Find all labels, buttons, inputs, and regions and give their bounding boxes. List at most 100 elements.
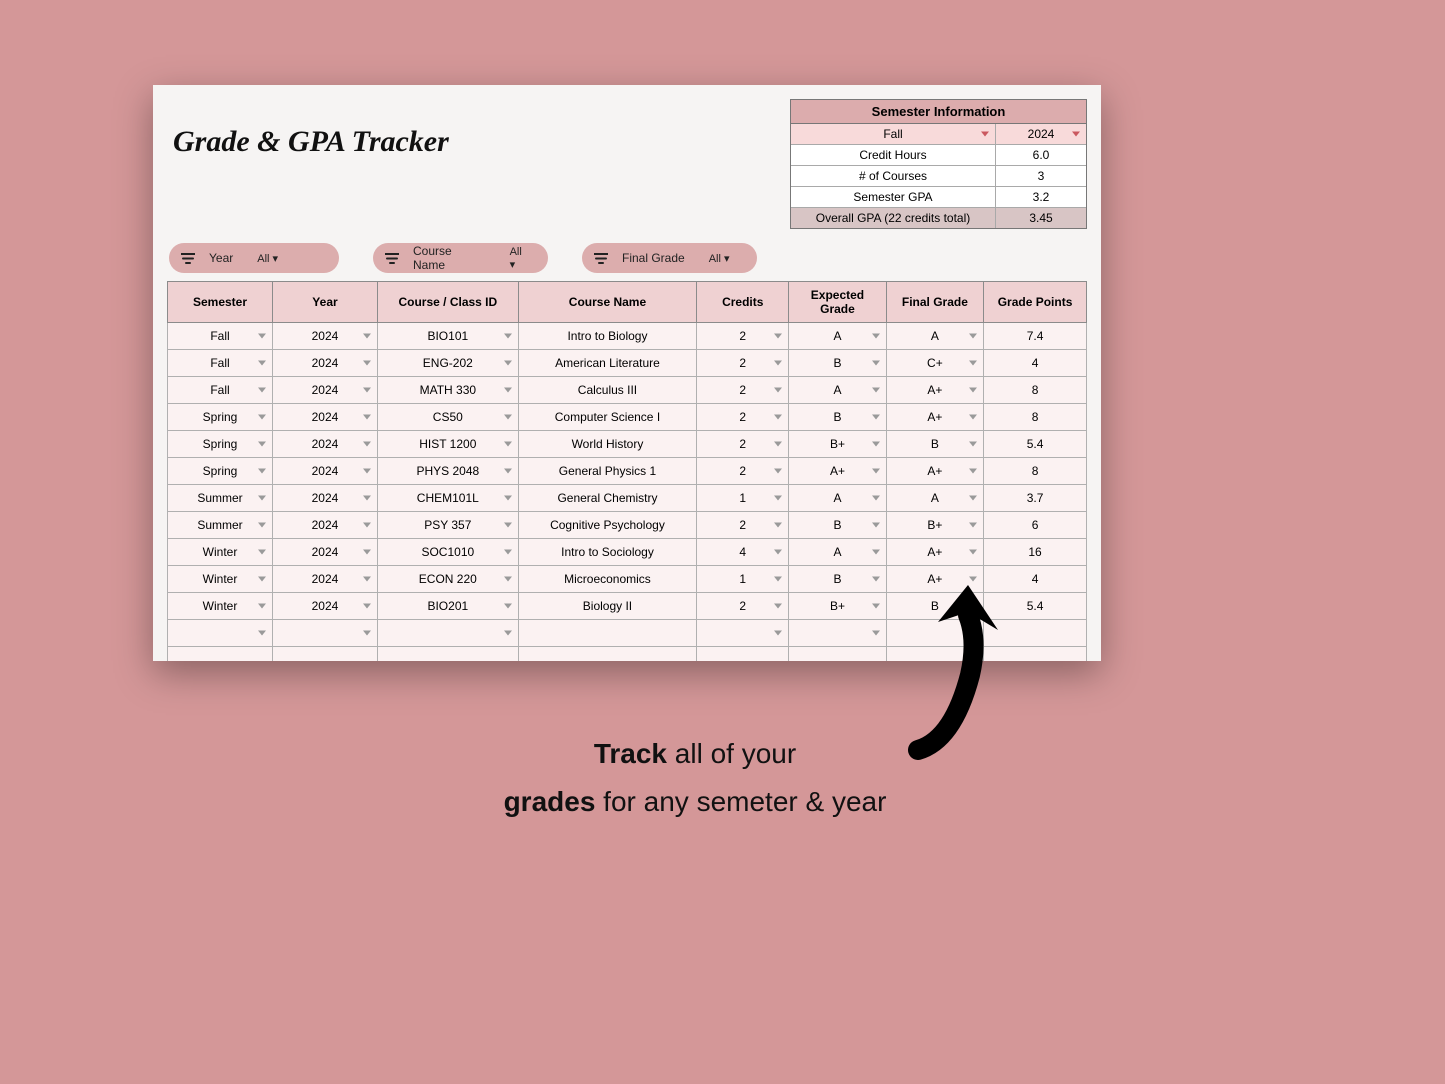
table-cell[interactable]: Microeconomics [518, 566, 697, 593]
table-cell[interactable] [272, 647, 377, 661]
table-cell[interactable]: A [789, 377, 886, 404]
table-cell[interactable]: PSY 357 [377, 512, 518, 539]
table-cell[interactable]: A+ [886, 458, 983, 485]
table-cell[interactable]: Winter [168, 539, 273, 566]
table-cell[interactable]: 2024 [272, 485, 377, 512]
table-cell[interactable]: A+ [886, 377, 983, 404]
table-cell[interactable]: 2024 [272, 512, 377, 539]
table-cell[interactable]: Spring [168, 458, 273, 485]
table-cell[interactable]: Spring [168, 431, 273, 458]
table-cell[interactable]: B [789, 404, 886, 431]
table-cell[interactable]: Calculus III [518, 377, 697, 404]
table-cell[interactable]: 2024 [272, 593, 377, 620]
table-cell[interactable]: 5.4 [984, 431, 1087, 458]
table-cell[interactable] [377, 647, 518, 661]
table-cell[interactable] [697, 647, 789, 661]
table-cell[interactable]: 2 [697, 431, 789, 458]
table-cell[interactable]: BIO101 [377, 323, 518, 350]
table-cell[interactable] [789, 620, 886, 647]
table-cell[interactable]: A+ [789, 458, 886, 485]
table-cell[interactable]: Cognitive Psychology [518, 512, 697, 539]
table-cell[interactable]: B+ [789, 593, 886, 620]
table-cell[interactable]: 2024 [272, 431, 377, 458]
table-cell[interactable]: C+ [886, 350, 983, 377]
table-cell[interactable]: Spring [168, 404, 273, 431]
table-cell[interactable]: 6 [984, 512, 1087, 539]
column-header[interactable]: Course Name [518, 282, 697, 323]
table-cell[interactable]: Winter [168, 566, 273, 593]
table-cell[interactable]: Computer Science I [518, 404, 697, 431]
column-header[interactable]: Semester [168, 282, 273, 323]
table-cell[interactable]: PHYS 2048 [377, 458, 518, 485]
table-cell[interactable]: A [886, 323, 983, 350]
table-cell[interactable]: Intro to Sociology [518, 539, 697, 566]
table-cell[interactable]: 16 [984, 539, 1087, 566]
table-cell[interactable] [272, 620, 377, 647]
table-cell[interactable]: 8 [984, 458, 1087, 485]
column-header[interactable]: Grade Points [984, 282, 1087, 323]
table-cell[interactable]: A+ [886, 404, 983, 431]
table-cell[interactable]: ENG-202 [377, 350, 518, 377]
filter-year[interactable]: Year All ▾ [169, 243, 339, 273]
table-cell[interactable] [789, 647, 886, 661]
table-cell[interactable]: 2024 [272, 377, 377, 404]
table-cell[interactable]: 2 [697, 350, 789, 377]
table-cell[interactable]: CHEM101L [377, 485, 518, 512]
table-cell[interactable]: General Chemistry [518, 485, 697, 512]
table-cell[interactable]: B [789, 512, 886, 539]
year-select[interactable]: 2024 [996, 124, 1086, 144]
table-cell[interactable] [168, 647, 273, 661]
table-cell[interactable]: B+ [886, 512, 983, 539]
table-cell[interactable]: 2 [697, 512, 789, 539]
table-cell[interactable]: A [789, 323, 886, 350]
table-cell[interactable]: A [886, 485, 983, 512]
table-cell[interactable]: ECON 220 [377, 566, 518, 593]
table-cell[interactable]: 2024 [272, 539, 377, 566]
table-cell[interactable]: A [789, 485, 886, 512]
table-cell[interactable]: General Physics 1 [518, 458, 697, 485]
filter-final-grade[interactable]: Final Grade All ▾ [582, 243, 757, 273]
table-cell[interactable]: American Literature [518, 350, 697, 377]
table-cell[interactable]: A [789, 539, 886, 566]
table-cell[interactable]: 2 [697, 458, 789, 485]
table-cell[interactable]: SOC1010 [377, 539, 518, 566]
table-cell[interactable]: CS50 [377, 404, 518, 431]
table-cell[interactable]: 1 [697, 566, 789, 593]
table-cell[interactable]: 2 [697, 593, 789, 620]
table-cell[interactable]: 1 [697, 485, 789, 512]
table-cell[interactable] [168, 620, 273, 647]
column-header[interactable]: Credits [697, 282, 789, 323]
table-cell[interactable]: BIO201 [377, 593, 518, 620]
table-cell[interactable]: Summer [168, 512, 273, 539]
column-header[interactable]: Expected Grade [789, 282, 886, 323]
table-cell[interactable]: 2 [697, 377, 789, 404]
table-cell[interactable]: B+ [789, 431, 886, 458]
table-cell[interactable] [377, 620, 518, 647]
table-cell[interactable]: Intro to Biology [518, 323, 697, 350]
table-cell[interactable] [518, 620, 697, 647]
table-cell[interactable]: A+ [886, 539, 983, 566]
table-cell[interactable]: Summer [168, 485, 273, 512]
table-cell[interactable]: 4 [697, 539, 789, 566]
table-cell[interactable]: Winter [168, 593, 273, 620]
table-cell[interactable]: Fall [168, 350, 273, 377]
table-cell[interactable] [518, 647, 697, 661]
table-cell[interactable]: 2 [697, 404, 789, 431]
table-cell[interactable]: 2024 [272, 323, 377, 350]
table-cell[interactable]: 2024 [272, 566, 377, 593]
table-cell[interactable]: 7.4 [984, 323, 1087, 350]
table-cell[interactable]: HIST 1200 [377, 431, 518, 458]
table-cell[interactable]: 2 [697, 323, 789, 350]
table-cell[interactable]: 2024 [272, 458, 377, 485]
column-header[interactable]: Course / Class ID [377, 282, 518, 323]
table-cell[interactable]: World History [518, 431, 697, 458]
filter-course-name[interactable]: Course Name All ▾ [373, 243, 548, 273]
table-cell[interactable]: B [789, 350, 886, 377]
table-cell[interactable]: 2024 [272, 404, 377, 431]
table-cell[interactable]: 8 [984, 404, 1087, 431]
table-cell[interactable]: MATH 330 [377, 377, 518, 404]
column-header[interactable]: Final Grade [886, 282, 983, 323]
table-cell[interactable]: Fall [168, 377, 273, 404]
table-cell[interactable]: 3.7 [984, 485, 1087, 512]
table-cell[interactable] [697, 620, 789, 647]
